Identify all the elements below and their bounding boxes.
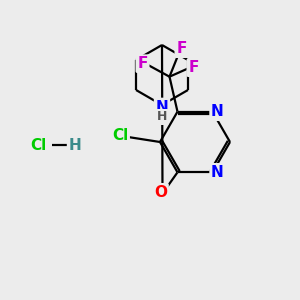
Text: F: F bbox=[176, 41, 187, 56]
Text: H: H bbox=[69, 137, 81, 152]
Text: N: N bbox=[211, 104, 224, 119]
Text: O: O bbox=[154, 185, 167, 200]
Text: H: H bbox=[157, 110, 167, 124]
Text: N: N bbox=[211, 165, 224, 180]
Text: F: F bbox=[137, 56, 148, 71]
Text: Cl: Cl bbox=[30, 137, 46, 152]
Text: N: N bbox=[156, 100, 168, 115]
Text: F: F bbox=[188, 60, 199, 75]
Text: Cl: Cl bbox=[112, 128, 128, 143]
